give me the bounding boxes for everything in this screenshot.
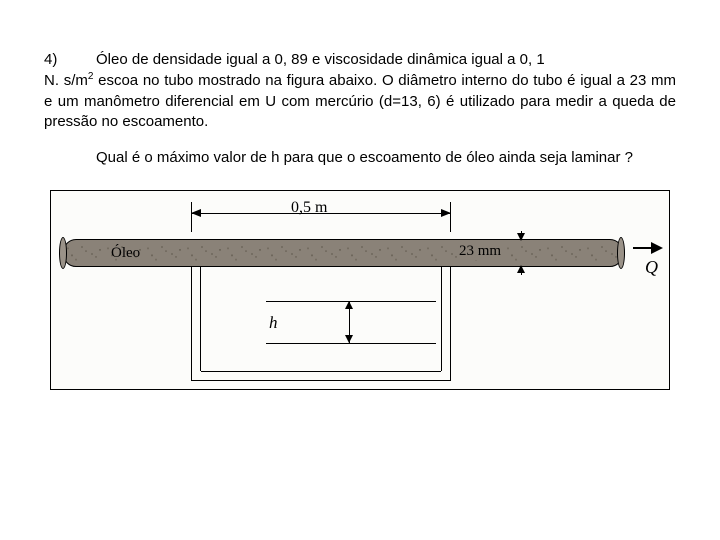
flow-arrow-head-icon bbox=[651, 242, 663, 254]
question-text: Qual é o máximo valor de h para que o es… bbox=[44, 148, 676, 168]
h-arrow-bottom-icon bbox=[345, 335, 353, 343]
text: N. s/m bbox=[44, 72, 88, 89]
mercury-density: 13, 6 bbox=[401, 93, 436, 110]
manometer-right-leg bbox=[441, 267, 451, 377]
h-level-bottom bbox=[266, 343, 436, 344]
flow-label: Q bbox=[645, 257, 658, 278]
question: Qual é o máximo valor de h para que o es… bbox=[96, 149, 633, 166]
manometer-corner-left bbox=[191, 371, 201, 381]
pipe-end-right bbox=[617, 237, 625, 269]
manometer-bottom bbox=[191, 371, 451, 381]
pipe bbox=[63, 239, 623, 267]
dim-arrow-left-icon bbox=[191, 209, 201, 217]
diameter-label: 23 mm bbox=[457, 243, 503, 260]
text: e viscosidade dinâmica igual a bbox=[308, 51, 520, 68]
diameter-value: 23 mm bbox=[630, 72, 676, 89]
diameter-arrow-top-icon bbox=[517, 233, 525, 241]
text: e um manômetro diferencial em U com merc… bbox=[44, 93, 401, 110]
figure-diagram: 0,5 m Óleo 23 mm Q h bbox=[50, 190, 670, 390]
manometer-left-leg bbox=[191, 267, 201, 377]
h-arrow-top-icon bbox=[345, 301, 353, 309]
pipe-end-left bbox=[59, 237, 67, 269]
fluid-label: Óleo bbox=[111, 245, 140, 262]
length-label: 0,5 m bbox=[291, 199, 327, 217]
flow-arrow-line bbox=[633, 247, 653, 249]
problem-statement: 4)Óleo de densidade igual a 0, 89 e visc… bbox=[44, 50, 676, 132]
problem-number: 4) bbox=[44, 50, 96, 70]
text: Óleo de densidade igual a bbox=[96, 51, 274, 68]
viscosity-value: 0, 1 bbox=[520, 51, 545, 68]
text: escoa no tubo mostrado na figura abaixo.… bbox=[93, 72, 629, 89]
diameter-arrow-bottom-icon bbox=[517, 265, 525, 273]
dim-arrow-right-icon bbox=[441, 209, 451, 217]
density-value: 0, 89 bbox=[274, 51, 307, 68]
manometer-corner-right bbox=[441, 371, 451, 381]
h-label: h bbox=[269, 313, 278, 333]
